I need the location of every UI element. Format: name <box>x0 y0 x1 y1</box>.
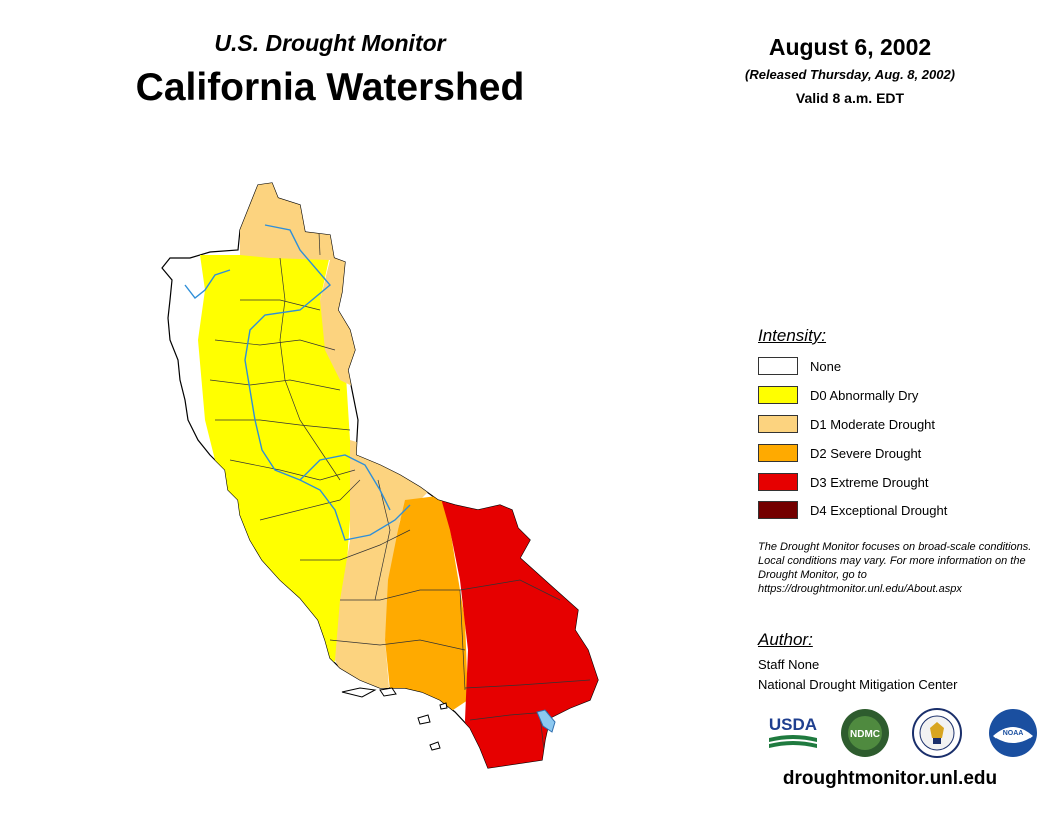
legend-item-d3: D3 Extreme Drought <box>758 472 929 492</box>
usda-logo: USDA <box>769 715 817 748</box>
svg-text:NDMC: NDMC <box>850 729 880 740</box>
legend-label: D1 Moderate Drought <box>810 416 936 432</box>
svg-text:USDA: USDA <box>769 715 817 734</box>
valid-time: Valid 8 a.m. EDT <box>795 90 905 106</box>
rivers <box>184 224 411 541</box>
date-title: August 6, 2002 <box>768 34 932 60</box>
commerce-seal <box>912 708 962 758</box>
salton-sea <box>536 709 556 733</box>
disclaimer-note: The Drought Monitor focuses on broad-sca… <box>758 541 1032 595</box>
map-subtitle: U.S. Drought Monitor <box>214 30 446 56</box>
noaa-logo: NOAA <box>989 709 1037 757</box>
legend-label: D3 Extreme Drought <box>810 474 929 490</box>
map-title: California Watershed <box>135 66 525 109</box>
author-heading: Author: <box>758 630 813 649</box>
legend-item-d0: D0 Abnormally Dry <box>758 385 918 405</box>
legend-swatch-d3 <box>758 473 798 491</box>
svg-text:NOAA: NOAA <box>1003 730 1024 737</box>
legend-item-none: None <box>758 356 841 376</box>
legend-label: D0 Abnormally Dry <box>810 387 919 403</box>
legend-item-d1: D1 Moderate Drought <box>758 414 935 434</box>
author-organization: National Drought Mitigation Center <box>758 677 958 692</box>
ndmc-logo: NDMC <box>841 709 889 757</box>
author-name: Staff None <box>758 657 820 672</box>
drought-area-d3 <box>440 490 598 768</box>
legend-label: None <box>810 358 842 374</box>
legend-swatch-d4 <box>758 501 798 519</box>
drought-area-d2 <box>385 495 468 712</box>
legend-swatch-d1 <box>758 415 798 433</box>
legend-label: D2 Severe Drought <box>810 445 922 461</box>
legend-swatch-d2 <box>758 444 798 462</box>
legend-title: Intensity: <box>758 326 827 345</box>
site-url[interactable]: droughtmonitor.unl.edu <box>782 768 998 789</box>
release-date: (Released Thursday, Aug. 8, 2002) <box>745 67 955 82</box>
legend-swatch-none <box>758 357 798 375</box>
channel-islands <box>341 687 448 751</box>
legend-item-d4: D4 Exceptional Drought <box>758 500 947 520</box>
legend-item-d2: D2 Severe Drought <box>758 443 921 463</box>
drought-map <box>161 182 599 769</box>
legend-label: D4 Exceptional Drought <box>810 502 948 518</box>
legend-swatch-d0 <box>758 386 798 404</box>
